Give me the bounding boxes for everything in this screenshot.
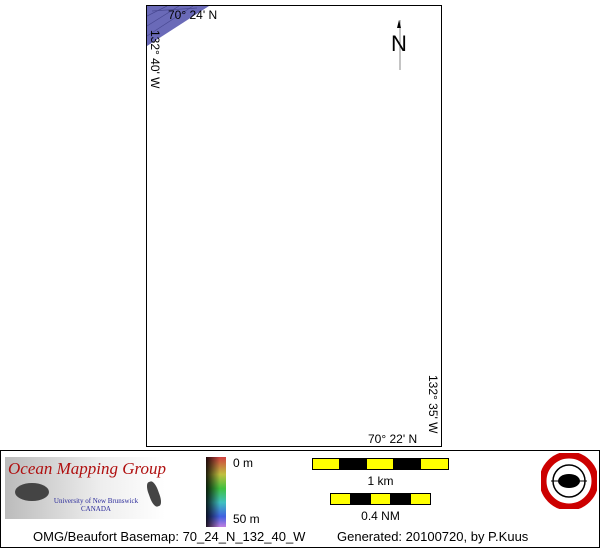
bathymetry-swath: [147, 6, 209, 46]
unb-geodesy-seal-icon: [541, 453, 597, 509]
north-label: N: [391, 31, 407, 56]
map-frame: [146, 5, 442, 447]
generated-caption: Generated: 20100720, by P.Kuus: [337, 529, 529, 544]
logo-subtitle: University of New Brunswick CANADA: [41, 497, 151, 513]
omg-logo: Ocean Mapping Group University of New Br…: [5, 457, 167, 519]
depth-max-label: 50 m: [233, 512, 260, 526]
logo-university: University of New Brunswick: [53, 497, 139, 505]
scale-nm-label: 0.4 NM: [361, 509, 400, 523]
legend-panel: Ocean Mapping Group University of New Br…: [0, 450, 600, 548]
scale-km-label: 1 km: [367, 474, 394, 488]
depth-color-bar: [206, 457, 226, 527]
lat-label-top: 70° 24' N: [168, 8, 218, 22]
lat-label-bottom: 70° 22' N: [368, 432, 418, 446]
basemap-caption: OMG/Beaufort Basemap: 70_24_N_132_40_W: [33, 529, 306, 544]
logo-country: CANADA: [81, 505, 111, 513]
depth-min-label: 0 m: [233, 456, 254, 470]
scale-bar-km: [312, 458, 449, 470]
scale-bar-nm: [330, 493, 431, 505]
north-arrow-icon: N: [388, 18, 412, 72]
lon-label-left: 132° 40' W: [148, 30, 162, 89]
survey-vessel-icon: [15, 483, 49, 501]
lon-label-right: 132° 35' W: [426, 375, 440, 434]
logo-title: Ocean Mapping Group: [8, 459, 167, 478]
